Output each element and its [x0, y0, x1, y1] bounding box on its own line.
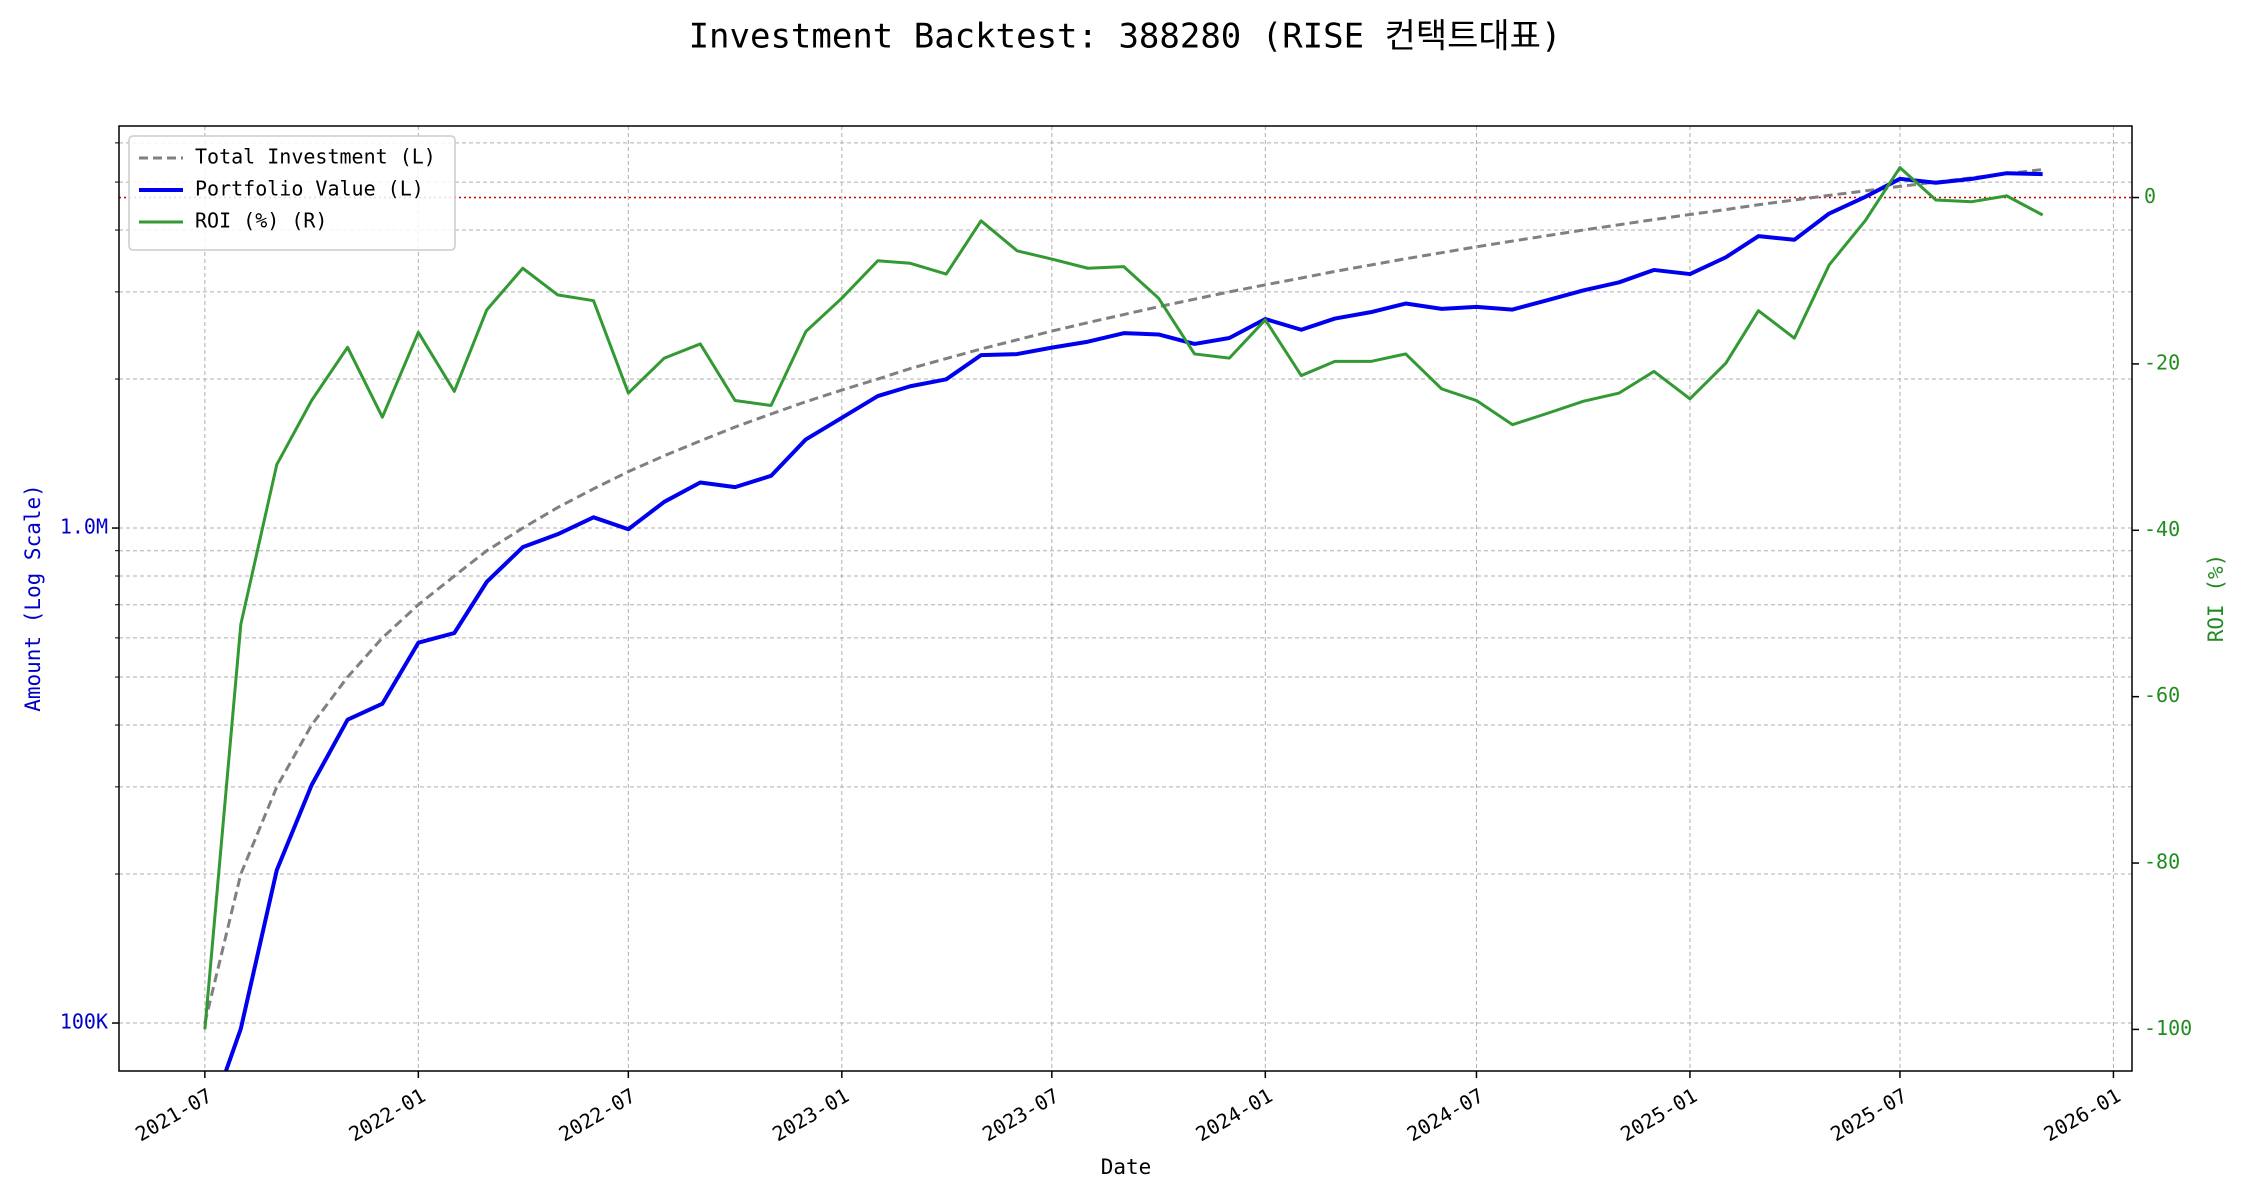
y2-tick-label: -20: [2144, 350, 2180, 374]
plot-frame: [118, 125, 2133, 1072]
y2-tick-label: -40: [2144, 517, 2180, 541]
y2-tick-label: -100: [2144, 1016, 2192, 1040]
y-tick-label: 1.0M: [60, 515, 108, 539]
y2-axis-label: ROI (%): [2204, 554, 2228, 643]
y2-tick-label: -80: [2144, 850, 2180, 874]
y2-tick-label: 0: [2144, 184, 2156, 208]
series-line: [223, 171, 2043, 1071]
y-axis-label: Amount (Log Scale): [21, 484, 45, 712]
legend-label: Total Investment (L): [195, 145, 436, 169]
legend-label: Portfolio Value (L): [195, 177, 424, 201]
x-axis-label: Date: [1101, 1155, 1152, 1179]
y-tick-label: 100K: [60, 1010, 108, 1034]
legend-label: ROI (%) (R): [195, 209, 327, 233]
series-line: [203, 168, 2043, 1024]
y2-tick-label: -60: [2144, 683, 2180, 707]
legend-box: [128, 135, 456, 251]
series-line: [203, 166, 2044, 1030]
chart-title: Investment Backtest: 388280 (RISE 컨택트대표): [689, 17, 1562, 57]
plot-area: [203, 166, 2044, 1071]
